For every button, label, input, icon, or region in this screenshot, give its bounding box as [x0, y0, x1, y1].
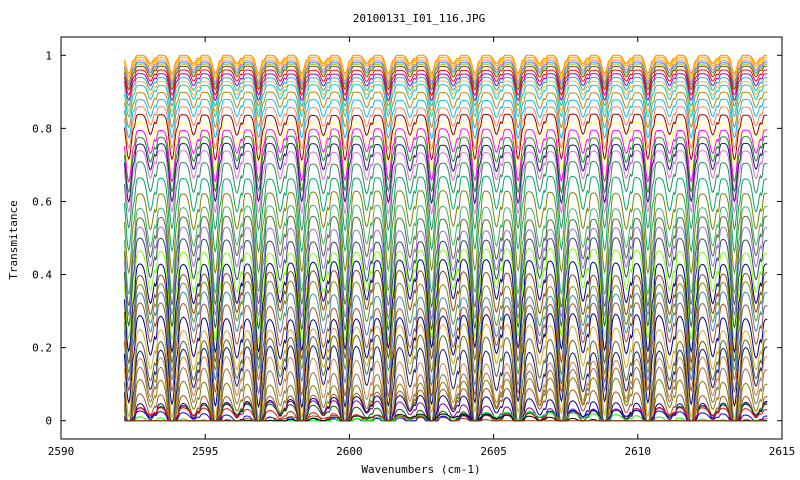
series-line — [123, 62, 768, 86]
series-line — [123, 84, 768, 118]
series-line — [123, 334, 768, 422]
series-line — [123, 98, 768, 140]
series-line — [123, 80, 768, 113]
y-tick-label: 0.6 — [32, 195, 52, 208]
series-line — [123, 387, 768, 422]
series-line — [123, 291, 768, 387]
series-line — [123, 142, 768, 205]
series-line — [123, 366, 768, 422]
series-line — [123, 54, 768, 75]
series-line — [123, 58, 768, 80]
series-line — [123, 106, 768, 151]
chart-title: 20100131_I01_116.JPG — [353, 12, 485, 25]
y-tick-label: 0.4 — [32, 269, 52, 282]
series-line — [123, 345, 768, 422]
series-line — [123, 355, 768, 422]
y-axis: 0 0.2 0.4 0.6 0.8 1 — [32, 49, 782, 428]
series-line — [123, 312, 768, 409]
x-tick-label: 2600 — [336, 445, 363, 458]
x-tick-label: 2615 — [769, 445, 796, 458]
y-tick-label: 0 — [45, 415, 52, 428]
series-line — [123, 323, 768, 420]
series-line — [123, 248, 768, 343]
y-tick-label: 0.2 — [32, 342, 52, 355]
series-line — [123, 64, 768, 88]
series-line — [123, 76, 768, 108]
y-tick-label: 0.8 — [32, 122, 52, 135]
series-line — [123, 258, 768, 354]
x-axis-label: Wavenumbers (cm-1) — [361, 463, 480, 476]
series-line — [123, 128, 768, 184]
series-line — [123, 73, 768, 102]
series-line — [123, 280, 768, 376]
series-line — [123, 204, 768, 297]
series-line — [123, 65, 768, 91]
series-line — [123, 91, 768, 129]
series-line — [123, 120, 768, 173]
y-axis-label: Transmitance — [7, 200, 20, 279]
plot-frame — [60, 36, 783, 440]
x-tick-label: 2595 — [192, 445, 219, 458]
x-tick-label: 2590 — [48, 445, 75, 458]
series-line — [123, 160, 768, 232]
series-line — [124, 414, 768, 422]
series-line — [123, 150, 768, 216]
series-line — [123, 135, 768, 194]
series-line — [123, 175, 768, 254]
series-line — [123, 226, 768, 321]
series-group — [123, 54, 768, 422]
series-line — [123, 302, 768, 398]
series-line — [123, 190, 768, 275]
x-tick-label: 2610 — [625, 445, 652, 458]
series-line — [123, 69, 768, 97]
x-tick-label: 2605 — [480, 445, 507, 458]
series-line — [123, 377, 768, 422]
series-line — [123, 409, 768, 422]
series-line — [123, 215, 768, 310]
series-line — [123, 269, 768, 365]
series-line — [123, 113, 768, 162]
x-axis: 2590 2595 2600 2605 2610 2615 — [48, 37, 796, 458]
series-line — [123, 60, 768, 83]
series-line — [123, 237, 768, 332]
series-line — [123, 56, 768, 78]
y-tick-label: 1 — [45, 49, 52, 62]
